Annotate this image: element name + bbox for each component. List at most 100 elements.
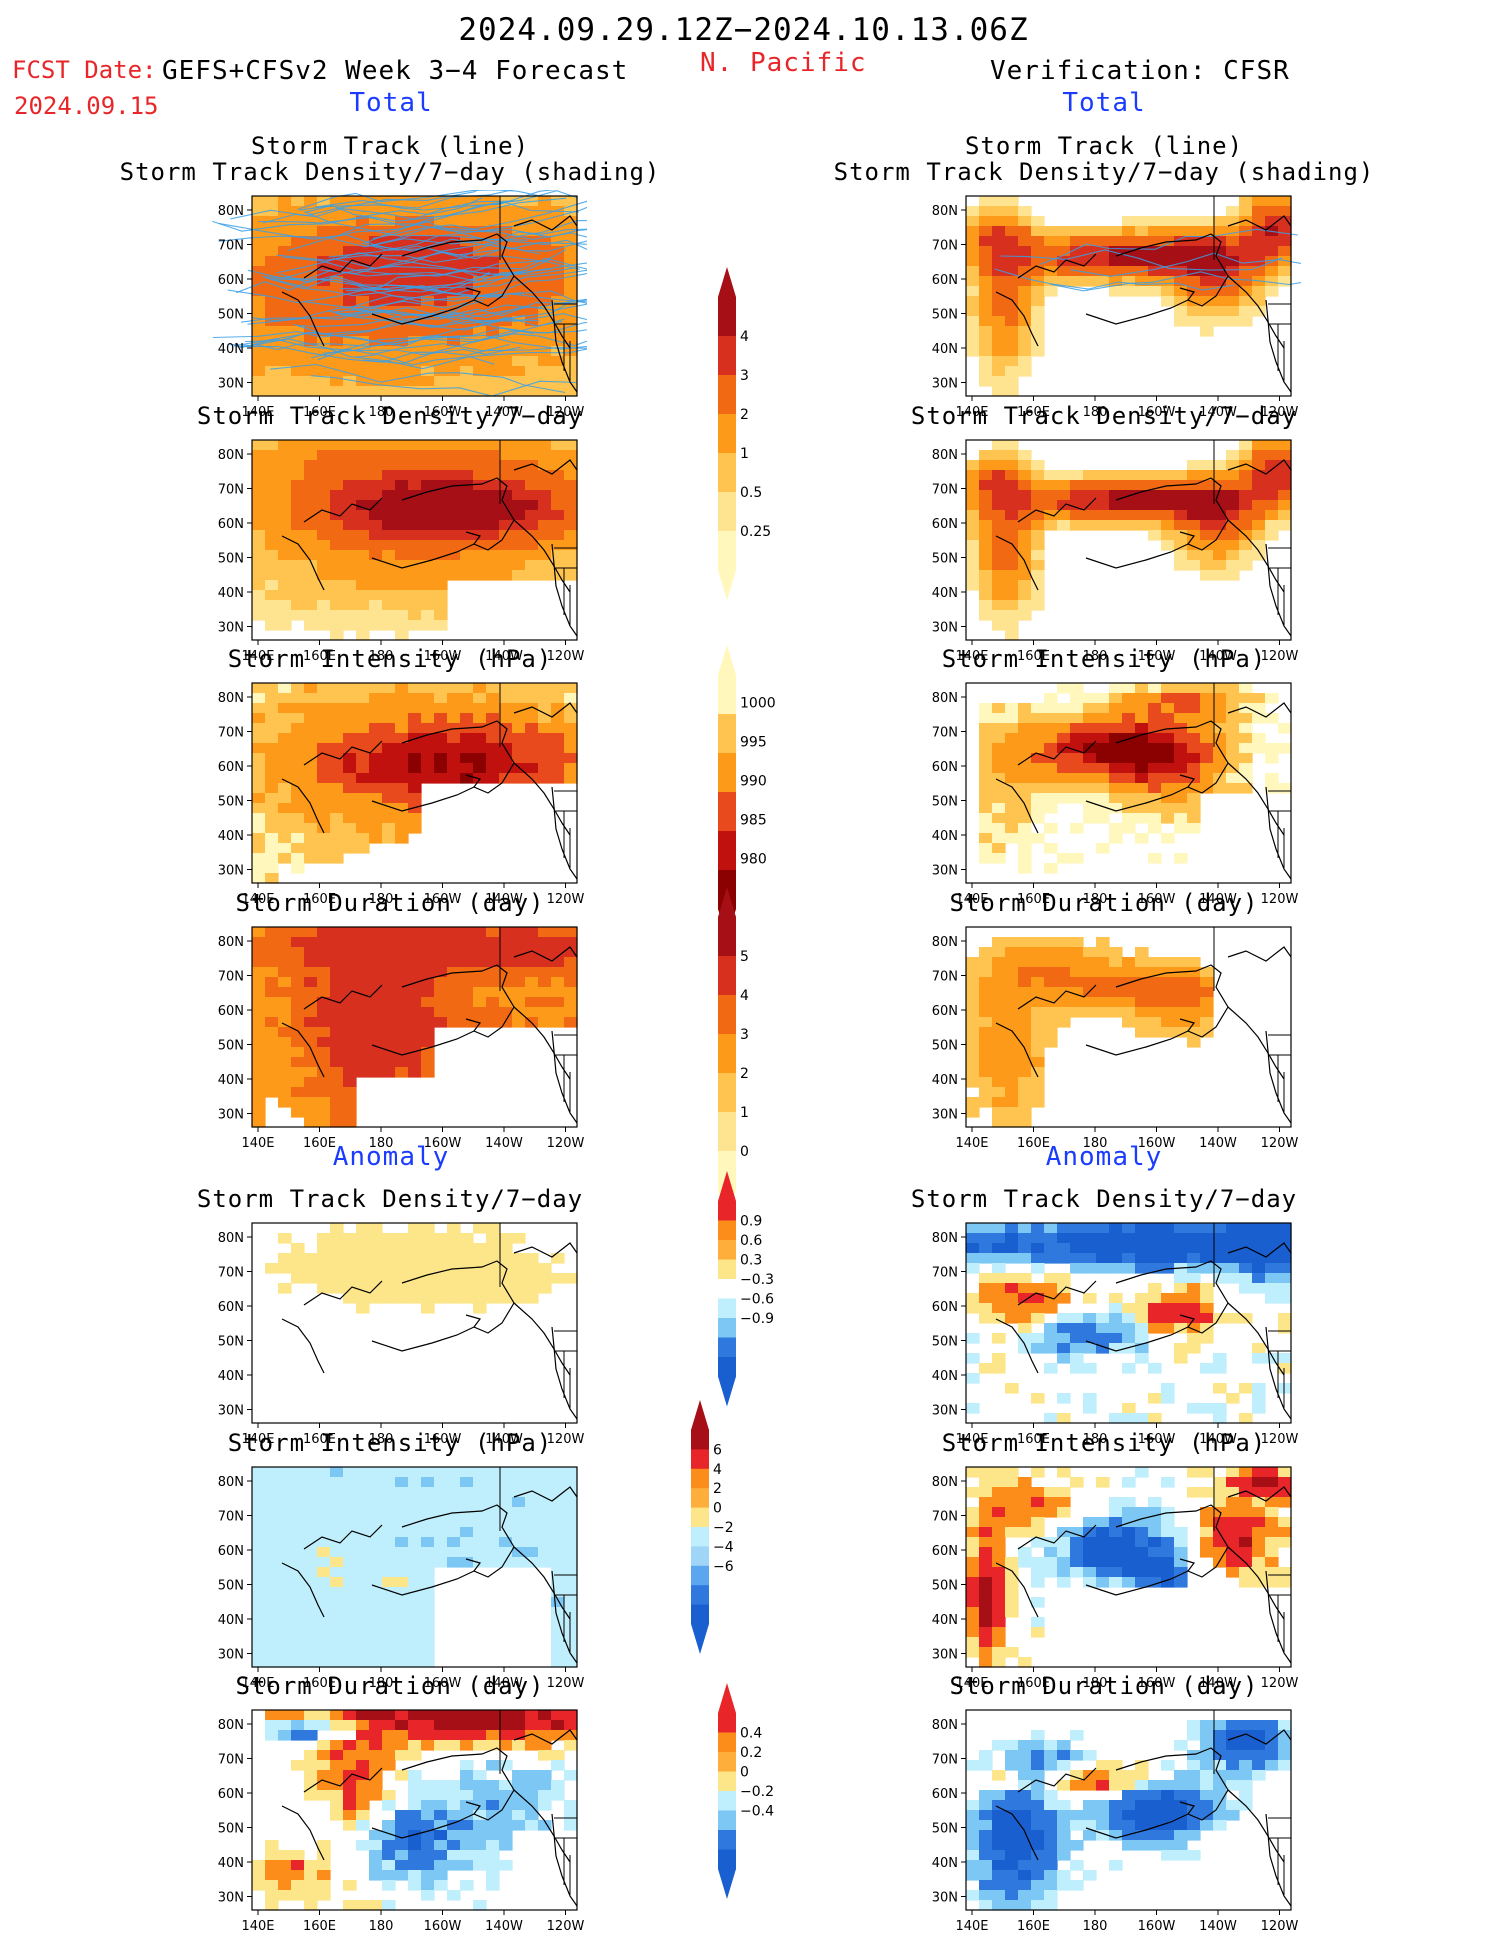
grid-cell bbox=[330, 1740, 344, 1751]
grid-cell bbox=[1018, 1067, 1032, 1078]
storm-track-line bbox=[1050, 271, 1301, 292]
storm-track-line bbox=[258, 197, 567, 228]
grid-cell bbox=[1070, 1557, 1084, 1568]
grid-cell bbox=[1174, 256, 1188, 267]
grid-cell bbox=[1018, 1830, 1032, 1841]
grid-cell bbox=[1265, 1477, 1279, 1488]
grid-cell bbox=[499, 226, 513, 237]
grid-cell bbox=[538, 440, 552, 451]
grid-cell bbox=[473, 977, 487, 988]
grid-cell bbox=[1044, 1343, 1058, 1354]
grid-cell bbox=[369, 743, 383, 754]
grid-cell bbox=[291, 580, 305, 591]
grid-cell bbox=[966, 510, 980, 521]
grid-cell bbox=[1187, 1850, 1201, 1861]
grid-cell bbox=[278, 1527, 292, 1538]
grid-cell bbox=[1070, 1313, 1084, 1324]
grid-cell bbox=[1135, 510, 1149, 521]
grid-cell bbox=[1187, 236, 1201, 247]
grid-cell bbox=[395, 1577, 409, 1588]
grid-cell bbox=[1226, 236, 1240, 247]
grid-cell bbox=[1031, 773, 1045, 784]
grid-cell bbox=[499, 1860, 513, 1871]
grid-cell bbox=[564, 386, 578, 397]
grid-cell bbox=[1083, 1313, 1097, 1324]
grid-cell bbox=[330, 1477, 344, 1488]
grid-cell bbox=[1239, 450, 1253, 461]
grid-cell bbox=[1148, 1223, 1162, 1234]
grid-cell bbox=[317, 480, 331, 491]
grid-cell bbox=[564, 216, 578, 227]
grid-cell bbox=[291, 510, 305, 521]
grid-cell bbox=[1252, 440, 1266, 451]
grid-cell bbox=[304, 1657, 318, 1668]
grid-cell bbox=[1239, 470, 1253, 481]
colorbar-label: 6 bbox=[713, 1442, 722, 1458]
grid-cell bbox=[278, 683, 292, 694]
lat-tick-label: 80N bbox=[932, 448, 958, 463]
grid-cell bbox=[992, 1313, 1006, 1324]
grid-cell bbox=[525, 1477, 539, 1488]
grid-cell bbox=[992, 1293, 1006, 1304]
grid-cell bbox=[447, 1007, 461, 1018]
grid-cell bbox=[1122, 1830, 1136, 1841]
grid-cell bbox=[979, 723, 993, 734]
grid-cell bbox=[278, 753, 292, 764]
grid-cell bbox=[1226, 560, 1240, 571]
grid-cell bbox=[395, 540, 409, 551]
grid-cell bbox=[512, 1800, 526, 1811]
grid-cell bbox=[1213, 1403, 1227, 1414]
grid-cell bbox=[1226, 1527, 1240, 1538]
grid-cell bbox=[356, 773, 370, 784]
grid-cell bbox=[473, 957, 487, 968]
grid-cell bbox=[304, 500, 318, 511]
grid-cell bbox=[421, 1820, 435, 1831]
grid-cell bbox=[1161, 683, 1175, 694]
grid-cell bbox=[1070, 1223, 1084, 1234]
grid-cell bbox=[966, 1097, 980, 1108]
grid-cell bbox=[1239, 246, 1253, 257]
grid-cell bbox=[369, 833, 383, 844]
grid-cell bbox=[1187, 540, 1201, 551]
grid-cell bbox=[304, 1253, 318, 1264]
grid-cell bbox=[992, 1007, 1006, 1018]
grid-cell bbox=[1070, 1567, 1084, 1578]
grid-cell bbox=[1174, 1283, 1188, 1294]
grid-cell bbox=[330, 743, 344, 754]
grid-cell bbox=[343, 216, 357, 227]
grid-cell bbox=[512, 703, 526, 714]
grid-cell bbox=[421, 470, 435, 481]
grid-cell bbox=[1148, 1253, 1162, 1264]
grid-cell bbox=[538, 1547, 552, 1558]
grid-cell bbox=[1018, 1820, 1032, 1831]
grid-cell bbox=[486, 206, 500, 217]
grid-cell bbox=[1213, 490, 1227, 501]
grid-cell bbox=[1148, 967, 1162, 978]
grid-cell bbox=[992, 1900, 1006, 1911]
grid-cell bbox=[1005, 460, 1019, 471]
grid-cell bbox=[551, 753, 565, 764]
grid-cell bbox=[265, 703, 279, 714]
grid-cell bbox=[1200, 723, 1214, 734]
grid-cell bbox=[1005, 570, 1019, 581]
grid-cell bbox=[1031, 590, 1045, 601]
grid-cell bbox=[1278, 1383, 1292, 1394]
grid-cell bbox=[525, 763, 539, 774]
grid-cell bbox=[1031, 1597, 1045, 1608]
grid-cell bbox=[1148, 1283, 1162, 1294]
colorbar-segment bbox=[718, 1713, 736, 1733]
grid-cell bbox=[1187, 490, 1201, 501]
grid-cell bbox=[1109, 1007, 1123, 1018]
grid-cell bbox=[1174, 1547, 1188, 1558]
grid-cell bbox=[512, 356, 526, 367]
grid-cell bbox=[369, 1017, 383, 1028]
grid-cell bbox=[1018, 470, 1032, 481]
grid-cell bbox=[1148, 743, 1162, 754]
grid-cell bbox=[1174, 1567, 1188, 1578]
grid-cell bbox=[1031, 580, 1045, 591]
grid-cell bbox=[434, 460, 448, 471]
grid-cell bbox=[278, 853, 292, 864]
grid-cell bbox=[1239, 1527, 1253, 1538]
grid-cell bbox=[966, 1037, 980, 1048]
lon-tick-label: 180 bbox=[1083, 892, 1108, 907]
